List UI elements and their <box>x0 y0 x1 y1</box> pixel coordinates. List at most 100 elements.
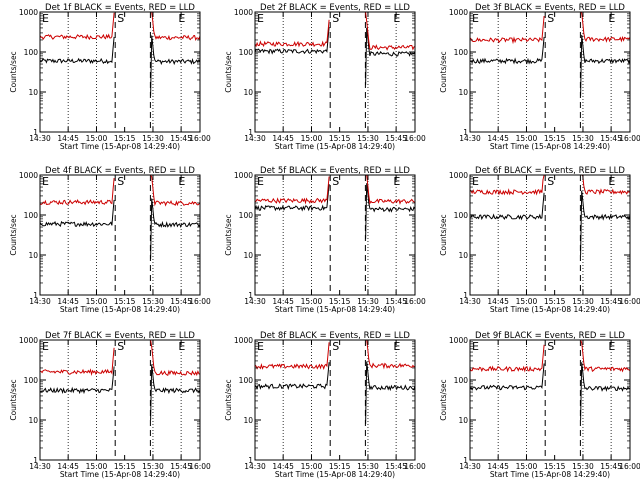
plot-frame <box>469 11 631 133</box>
x-tick-label: 15:00 <box>301 297 323 306</box>
x-tick-label: 16:00 <box>189 134 211 143</box>
x-tick-label: 15:45 <box>600 297 622 306</box>
x-tick-label: 15:15 <box>329 462 351 471</box>
x-tick-label: 15:15 <box>544 134 566 143</box>
y-tick-label: 1000 <box>234 8 253 17</box>
x-tick-label: 14:30 <box>29 462 51 471</box>
y-tick-label: 1000 <box>19 171 38 180</box>
annotation-left: E <box>472 12 479 25</box>
x-tick-label: 15:45 <box>600 462 622 471</box>
x-tick-label: 16:00 <box>189 297 211 306</box>
annotation-right: E <box>393 340 400 353</box>
annotation-left: E <box>257 175 264 188</box>
x-tick-label: 15:00 <box>516 297 538 306</box>
annotation-right: E <box>178 340 185 353</box>
lld-rate-line <box>580 174 631 196</box>
y-tick-label: 10 <box>243 251 253 260</box>
annotation-right: E <box>608 175 615 188</box>
annotation-left: E <box>42 340 49 353</box>
x-tick-label: 16:00 <box>404 462 426 471</box>
y-tick-label: 100 <box>454 376 469 385</box>
event-rate-line <box>39 36 115 65</box>
lld-rate-line <box>580 339 631 373</box>
panel-title: Det 4f BLACK = Events, RED = LLD <box>45 166 195 176</box>
annotation-middle: S <box>332 340 339 353</box>
annotation-middle: S <box>332 12 339 25</box>
y-tick-label: 10 <box>243 416 253 425</box>
plot-frame <box>254 174 416 296</box>
y-tick-label: 10 <box>458 251 468 260</box>
x-tick-label: 15:00 <box>301 462 323 471</box>
x-tick-label: 16:00 <box>404 134 426 143</box>
x-tick-label: 14:30 <box>459 134 481 143</box>
y-tick-label: 1 <box>248 456 253 465</box>
x-axis-label: Start Time (15-Apr-08 14:29:40) <box>60 470 180 479</box>
event-rate-line <box>580 190 631 256</box>
lld-rate-line <box>365 339 416 370</box>
event-rate-line <box>150 364 201 421</box>
x-tick-label: 14:45 <box>487 297 509 306</box>
y-axis-label: Counts/sec <box>439 214 448 255</box>
lld-rate-line <box>39 12 115 41</box>
plot-frame <box>254 11 416 133</box>
lld-rate-line <box>254 342 330 370</box>
y-tick-label: 1 <box>463 128 468 137</box>
x-tick-label: 14:30 <box>459 462 481 471</box>
x-tick-label: 14:30 <box>244 462 266 471</box>
y-tick-label: 100 <box>239 48 254 57</box>
lld-rate-line <box>365 11 416 51</box>
y-tick-label: 1000 <box>19 8 38 17</box>
event-rate-line <box>254 27 330 55</box>
y-tick-label: 1000 <box>19 336 38 345</box>
lld-rate-line <box>469 15 545 45</box>
annotation-left: E <box>257 12 264 25</box>
x-tick-label: 14:45 <box>57 297 79 306</box>
x-tick-label: 15:00 <box>516 134 538 143</box>
event-rate-line <box>39 199 115 228</box>
lld-rate-line <box>150 174 201 207</box>
x-tick-label: 14:45 <box>272 134 294 143</box>
x-tick-label: 15:00 <box>86 462 108 471</box>
annotation-middle: S <box>117 340 124 353</box>
y-tick-label: 1000 <box>234 171 253 180</box>
annotation-middle: S <box>547 175 554 188</box>
annotation-middle: S <box>117 12 124 25</box>
x-tick-label: 15:30 <box>357 462 379 471</box>
x-tick-label: 14:45 <box>57 462 79 471</box>
event-rate-line <box>365 27 416 86</box>
event-rate-line <box>469 363 545 391</box>
plot-frame <box>39 339 201 461</box>
y-tick-label: 1000 <box>449 336 468 345</box>
panel-title: Det 8f BLACK = Events, RED = LLD <box>260 331 410 341</box>
annotation-middle: S <box>332 175 339 188</box>
x-tick-label: 15:15 <box>544 462 566 471</box>
x-tick-label: 14:30 <box>244 297 266 306</box>
x-tick-label: 15:30 <box>572 297 594 306</box>
x-tick-label: 15:45 <box>385 297 407 306</box>
x-tick-label: 15:30 <box>357 297 379 306</box>
x-axis-label: Start Time (15-Apr-08 14:29:40) <box>490 305 610 314</box>
x-tick-label: 15:45 <box>170 134 192 143</box>
x-tick-label: 15:45 <box>385 462 407 471</box>
annotation-right: E <box>608 12 615 25</box>
x-tick-label: 15:15 <box>114 134 136 143</box>
annotation-right: E <box>608 340 615 353</box>
y-tick-label: 1 <box>463 456 468 465</box>
annotation-right: E <box>393 175 400 188</box>
x-tick-label: 14:30 <box>29 297 51 306</box>
y-tick-label: 1 <box>33 456 38 465</box>
lld-rate-line <box>254 176 330 205</box>
x-tick-label: 14:45 <box>487 462 509 471</box>
panel-title: Det 7f BLACK = Events, RED = LLD <box>45 331 195 341</box>
y-axis-label: Counts/sec <box>224 51 233 92</box>
lld-rate-line <box>254 19 330 48</box>
y-tick-label: 1000 <box>449 171 468 180</box>
y-tick-label: 1000 <box>234 336 253 345</box>
plot-frame <box>469 339 631 461</box>
x-tick-label: 15:00 <box>86 297 108 306</box>
event-rate-line <box>254 183 330 212</box>
